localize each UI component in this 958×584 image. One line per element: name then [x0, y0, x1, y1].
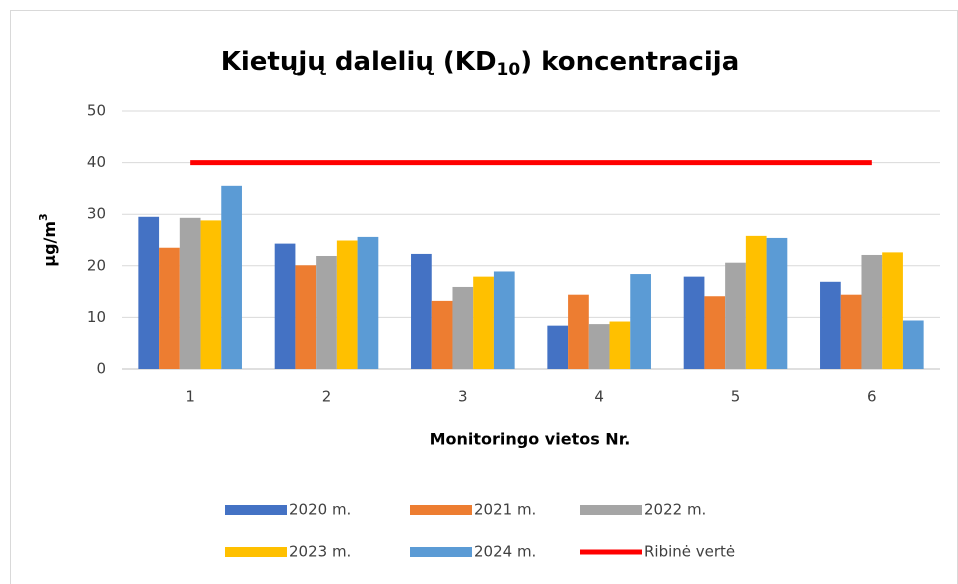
bar: [452, 286, 474, 369]
x-tick-label: 4: [594, 388, 604, 406]
bar: [630, 274, 651, 369]
y-label-sup: 3: [37, 213, 50, 221]
legend-label: 2022 m.: [644, 501, 706, 519]
bar: [725, 262, 746, 369]
x-tick-label: 2: [322, 388, 332, 406]
bar: [473, 276, 494, 369]
bar: [745, 235, 767, 369]
bar: [316, 255, 337, 369]
bar: [547, 325, 569, 369]
bar: [820, 281, 841, 369]
bar: [221, 185, 242, 369]
title-text: Kietųjų dalelių (KD: [221, 47, 497, 77]
bar: [295, 265, 317, 369]
bar: [568, 294, 589, 369]
legend-swatch: [580, 505, 642, 515]
legend-swatch: [225, 505, 287, 515]
x-tick-label: 5: [731, 388, 741, 406]
legend-swatch: [410, 547, 472, 557]
bar: [493, 271, 515, 369]
bar: [138, 216, 160, 369]
x-tick-label: 3: [458, 388, 468, 406]
y-label-text: μg/m: [40, 221, 59, 267]
legend-label: 2021 m.: [474, 501, 536, 519]
legend-label: Ribinė vertė: [644, 543, 735, 561]
bar: [357, 236, 379, 369]
bar: [431, 300, 453, 369]
bar: [274, 243, 296, 369]
bar: [179, 217, 201, 369]
bar: [336, 240, 358, 369]
x-axis-label: Monitoringo vietos Nr.: [430, 430, 631, 449]
legend-swatch: [225, 547, 287, 557]
bar: [861, 254, 883, 369]
y-tick-label: 0: [96, 360, 106, 378]
bar: [683, 276, 705, 369]
bar: [200, 220, 222, 369]
y-axis-label: μg/m3: [37, 213, 59, 266]
bar: [882, 252, 903, 369]
title-sub: 10: [497, 60, 521, 80]
y-tick-label: 40: [87, 153, 106, 171]
y-tick-label: 20: [87, 256, 106, 274]
title-text: ) koncentracija: [520, 47, 739, 77]
bar: [588, 324, 610, 369]
bar: [411, 253, 432, 369]
y-tick-label: 50: [87, 102, 106, 120]
y-tick-label: 10: [87, 308, 106, 326]
x-tick-label: 1: [185, 388, 195, 406]
bar: [766, 237, 788, 369]
legend-label: 2023 m.: [289, 543, 351, 561]
legend-label: 2024 m.: [474, 543, 536, 561]
bar: [704, 296, 726, 369]
chart-title: Kietųjų dalelių (KD10) koncentracija: [221, 47, 740, 81]
x-tick-label: 6: [867, 388, 877, 406]
legend-swatch: [410, 505, 472, 515]
legend-label: 2020 m.: [289, 501, 351, 519]
y-tick-label: 30: [87, 205, 106, 223]
bar: [840, 294, 862, 369]
bar: [902, 320, 924, 369]
bar: [609, 321, 631, 369]
bar: [159, 247, 180, 369]
